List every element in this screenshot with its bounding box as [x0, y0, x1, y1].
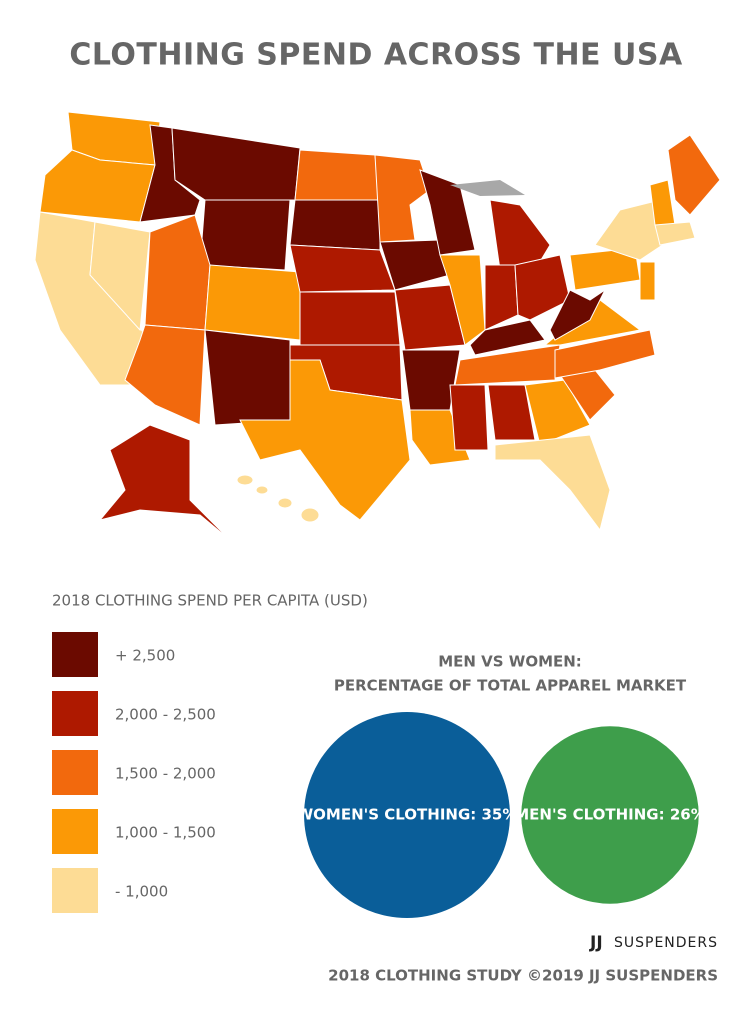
legend-swatch [52, 750, 98, 795]
comparison-title: MEN VS WOMEN: [438, 653, 582, 671]
state [469, 319, 546, 356]
legend-swatch [52, 632, 98, 677]
state [419, 169, 476, 256]
state [98, 424, 231, 541]
state [239, 359, 411, 521]
legend-label: 1,000 - 1,500 [115, 824, 216, 842]
comparison-circles: WOMEN'S CLOTHING: 35%MEN'S CLOTHING: 26% [297, 712, 706, 918]
state [667, 134, 721, 216]
legend-label: 2,000 - 2,500 [115, 706, 216, 724]
state [199, 199, 291, 271]
state [204, 329, 291, 426]
state [144, 214, 211, 331]
state [374, 154, 431, 243]
great-lakes [450, 180, 525, 196]
state [171, 127, 301, 201]
state [649, 179, 676, 226]
state [654, 221, 696, 246]
state [236, 474, 254, 486]
state [449, 384, 489, 451]
comparison-title: PERCENTAGE OF TOTAL APPAREL MARKET [334, 677, 687, 695]
us-map [34, 111, 721, 541]
state [204, 264, 301, 341]
state [289, 244, 396, 293]
state [454, 344, 561, 386]
state [487, 384, 536, 441]
legend-swatch [52, 868, 98, 913]
legend-label: - 1,000 [115, 883, 168, 901]
comparison-circle [521, 726, 699, 904]
legend-title: 2018 CLOTHING SPEND PER CAPITA (USD) [52, 592, 368, 610]
state [439, 254, 486, 346]
circle-label: WOMEN'S CLOTHING: 35% [297, 806, 518, 824]
state [494, 434, 611, 532]
comparison-circle [304, 712, 510, 918]
legend: + 2,500 2,000 - 2,500 1,500 - 2,000 1,000 -… [52, 632, 216, 913]
brand-mark: JJ [589, 933, 603, 953]
state [300, 507, 320, 523]
state [255, 485, 269, 495]
state [277, 497, 293, 509]
legend-label: 1,500 - 2,000 [115, 765, 216, 783]
state [554, 329, 656, 379]
legend-label: + 2,500 [115, 647, 175, 665]
state [289, 199, 381, 251]
brand: SUSPENDERS [614, 935, 718, 951]
state [294, 149, 381, 201]
state [484, 264, 519, 331]
state [549, 288, 607, 341]
legend-swatch [52, 809, 98, 854]
state [299, 291, 401, 346]
legend-swatch [52, 691, 98, 736]
state [489, 199, 551, 271]
circle-label: MEN'S CLOTHING: 26% [514, 806, 705, 824]
credit: 2018 CLOTHING STUDY ©2019 JJ SUSPENDERS [328, 967, 718, 985]
title: CLOTHING SPEND ACROSS THE USA [69, 38, 683, 73]
state [639, 261, 656, 301]
state [89, 221, 151, 332]
state [514, 254, 571, 321]
